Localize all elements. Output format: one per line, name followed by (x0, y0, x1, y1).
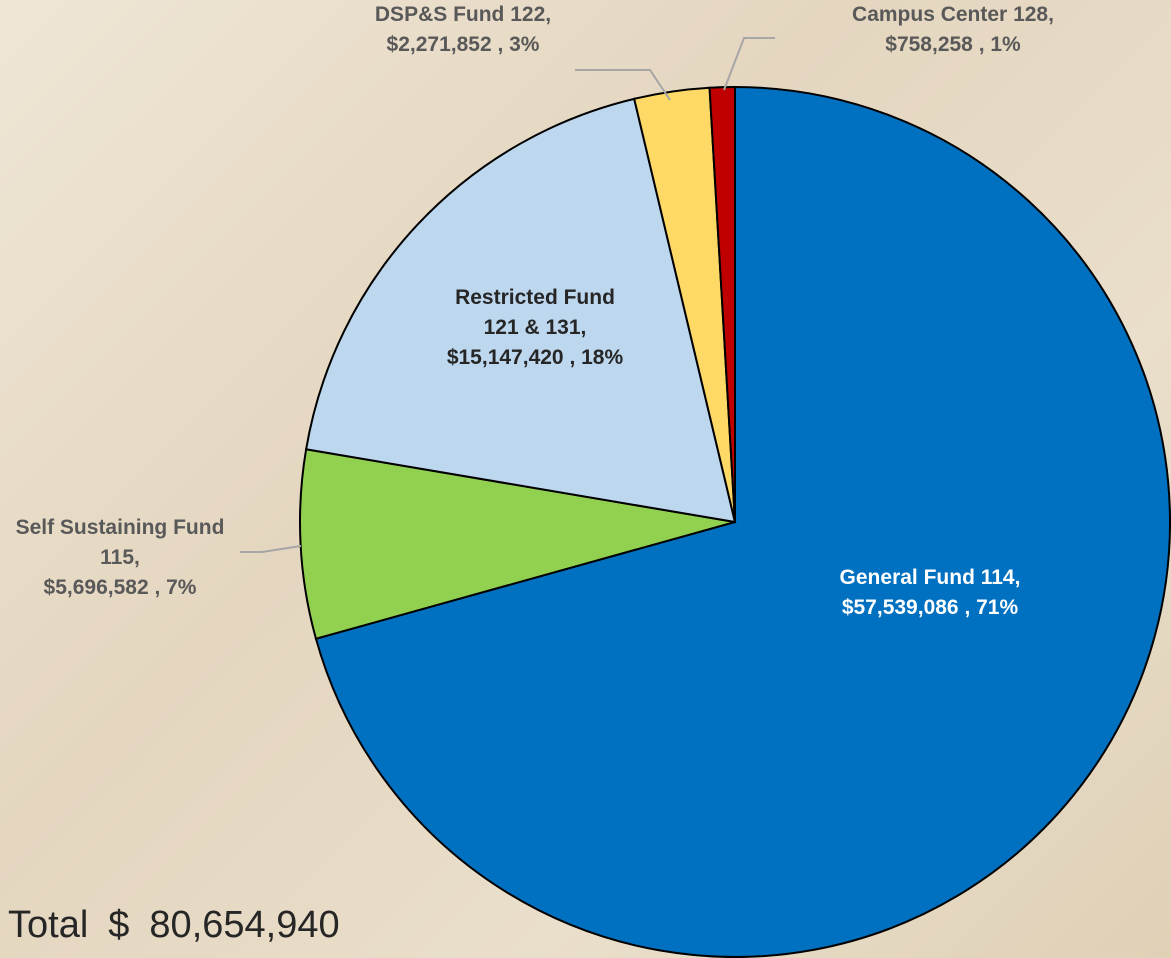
label-category: General Fund 114, (839, 566, 1021, 589)
data-label: Self Sustaining Fund 115, $5,696,582 , 7% (0, 513, 240, 603)
data-label: Restricted Fund 121 & 131, $15,147,420 , … (435, 283, 635, 373)
leader-line (723, 37, 775, 91)
pie-slice (299, 448, 736, 640)
data-label: DSP&S Fund 122, $2,271,852 , 3% (313, 0, 613, 60)
label-value: $15,147,420 , 18% (446, 346, 624, 369)
pie-slice (708, 85, 736, 523)
label-value: $5,696,582 , 7% (43, 576, 197, 599)
leader-line (240, 545, 302, 553)
label-value: $57,539,086 , 71% (841, 596, 1019, 619)
total-currency: $ (108, 904, 130, 946)
pie-slice (314, 85, 1171, 958)
total: Total $80,654,940 (8, 904, 360, 947)
label-category: Restricted Fund 121 & 131, (455, 286, 615, 339)
label-value: $2,271,852 , 3% (386, 33, 540, 56)
label-category: DSP&S Fund 122, (374, 3, 552, 26)
leader-line (575, 69, 671, 101)
label-category: Self Sustaining Fund 115, (15, 516, 225, 569)
data-label: General Fund 114, $57,539,086 , 71% (770, 563, 1090, 623)
total-text: Total (8, 904, 89, 946)
data-label: Campus Center 128, $758,258 , 1% (793, 0, 1113, 60)
label-category: Campus Center 128, (852, 3, 1054, 26)
total-value: 80,654,940 (149, 904, 340, 946)
label-value: $758,258 , 1% (885, 33, 1021, 56)
pie-slice (304, 97, 737, 524)
